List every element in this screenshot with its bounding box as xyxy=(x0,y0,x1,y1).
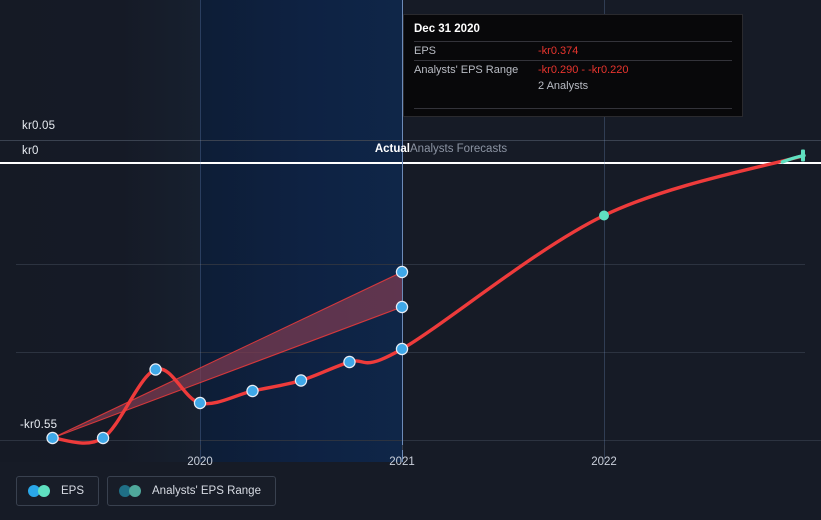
range-low: -kr0.290 xyxy=(538,64,579,76)
tooltip-row-range: Analysts' EPS Range -kr0.290 - -kr0.220 xyxy=(414,60,732,79)
tooltip-footer-divider xyxy=(414,108,732,109)
tooltip-row-range-value: -kr0.290 - -kr0.220 xyxy=(538,64,629,76)
gridline-1 xyxy=(16,264,805,265)
background-region-actual xyxy=(200,0,402,462)
x-axis-tick-2020 xyxy=(200,445,201,450)
gridline-2 xyxy=(16,352,805,353)
range-swatch-dot-b xyxy=(129,485,142,497)
zero-line xyxy=(0,162,821,164)
tooltip-row-eps-key: EPS xyxy=(414,45,437,57)
tooltip-row-eps: EPS -kr0.374 xyxy=(414,41,732,60)
y-axis-label-zero: kr0 xyxy=(22,145,39,157)
range-high: -kr0.220 xyxy=(588,64,629,76)
legend-item-analysts-range[interactable]: Analysts' EPS Range xyxy=(107,476,276,506)
tooltip-title: Dec 31 2020 xyxy=(414,23,480,35)
vgridline-2020 xyxy=(200,0,201,462)
legend: EPS Analysts' EPS Range xyxy=(16,476,276,506)
tooltip: Dec 31 2020 EPS -kr0.374 Analysts' EPS R… xyxy=(403,14,743,117)
x-axis-tick-2021 xyxy=(402,445,403,450)
legend-item-eps[interactable]: EPS xyxy=(16,476,100,506)
x-axis-label-2022: 2022 xyxy=(591,456,617,468)
y-axis-label-top: kr0.05 xyxy=(22,120,56,132)
tooltip-analyst-count: 2 Analysts xyxy=(538,80,589,92)
eps-swatch-icon xyxy=(28,485,52,497)
legend-item-eps-label: EPS xyxy=(61,485,85,497)
legend-item-analysts-range-label: Analysts' EPS Range xyxy=(152,485,261,497)
background-region-past xyxy=(0,0,200,462)
tooltip-row-range-key: Analysts' EPS Range xyxy=(414,64,519,76)
range-separator: - xyxy=(578,64,589,76)
x-axis-label-2020: 2020 xyxy=(187,456,213,468)
range-swatch-dot-a xyxy=(119,485,132,497)
x-axis-label-2021: 2021 xyxy=(389,456,415,468)
eps-swatch-dot-b xyxy=(38,485,50,497)
range-swatch-icon xyxy=(119,485,143,497)
x-axis-tick-2022 xyxy=(604,445,605,450)
tooltip-row-eps-value: -kr0.374 xyxy=(538,45,579,57)
eps-swatch-dot-a xyxy=(28,485,40,497)
gridline-top xyxy=(0,140,821,141)
y-axis-label-bottom: -kr0.55 xyxy=(20,419,58,431)
gridline-baseline xyxy=(0,440,821,441)
